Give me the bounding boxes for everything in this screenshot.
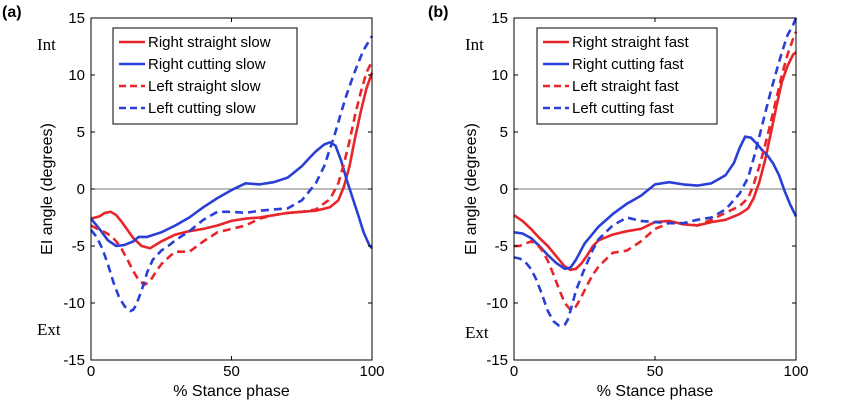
series-line-1 — [90, 72, 374, 250]
series-line-2 — [89, 141, 374, 250]
legend: Right straight slow Right cutting slow Lef… — [112, 27, 298, 125]
y-tick-label: -10 — [486, 295, 508, 312]
y-axis-title: EI angle (degrees) — [463, 123, 480, 255]
x-tick-label: 100 — [359, 363, 384, 380]
series-line-3 — [514, 31, 798, 312]
legend-label-4: Left cutting fast — [572, 100, 675, 117]
legend-label-2: Right cutting fast — [572, 56, 685, 73]
series-line-4 — [89, 35, 374, 313]
legend-label-3: Left straight fast — [572, 78, 680, 95]
panel-label: (b) — [428, 4, 448, 21]
legend: Right straight fast Right cutting fast Lef… — [536, 27, 718, 125]
y-tick-label: -5 — [72, 238, 85, 255]
y-tick-label: 15 — [491, 10, 508, 27]
panel-label: (a) — [2, 4, 22, 21]
y-tick-label: -10 — [63, 295, 85, 312]
y-tick-label: 5 — [500, 124, 508, 141]
y-tick-label: 0 — [77, 181, 85, 198]
y-tick-label: -15 — [486, 352, 508, 369]
y-axis-title: EI angle (degrees) — [39, 123, 56, 255]
annotation-int: Int — [37, 35, 56, 54]
legend-label-1: Right straight fast — [572, 34, 690, 51]
series-line-2 — [513, 135, 798, 271]
x-tick-label: 100 — [783, 363, 808, 380]
x-tick-label: 0 — [510, 363, 518, 380]
chart-panel-1: (a) -15 -10 -5 0 5 10 15 0 50 100 % Stance phase EI … — [2, 4, 385, 400]
legend-label-2: Right cutting slow — [148, 56, 266, 73]
annotation-int: Int — [465, 35, 484, 54]
y-tick-label: 15 — [68, 10, 85, 27]
annotation-ext: Ext — [37, 320, 61, 339]
chart-panel-2: (b) -15 -10 -5 0 5 10 15 0 50 100 % Stance phase EI … — [428, 4, 809, 400]
x-tick-label: 0 — [87, 363, 95, 380]
series-line-4 — [513, 17, 798, 328]
legend-label-4: Left cutting slow — [148, 100, 256, 117]
y-tick-label: -15 — [63, 352, 85, 369]
x-tick-label: 50 — [647, 363, 664, 380]
x-axis-title: % Stance phase — [173, 383, 290, 400]
y-tick-label: 10 — [68, 67, 85, 84]
legend-label-1: Right straight slow — [148, 34, 271, 51]
annotation-ext: Ext — [465, 323, 489, 342]
y-tick-label: 10 — [491, 67, 508, 84]
x-tick-label: 50 — [223, 363, 240, 380]
y-tick-label: -5 — [495, 238, 508, 255]
y-tick-label: 5 — [77, 124, 85, 141]
series-line-3 — [90, 60, 374, 287]
y-tick-label: 0 — [500, 181, 508, 198]
x-axis-title: % Stance phase — [597, 383, 714, 400]
legend-label-3: Left straight slow — [148, 78, 261, 95]
